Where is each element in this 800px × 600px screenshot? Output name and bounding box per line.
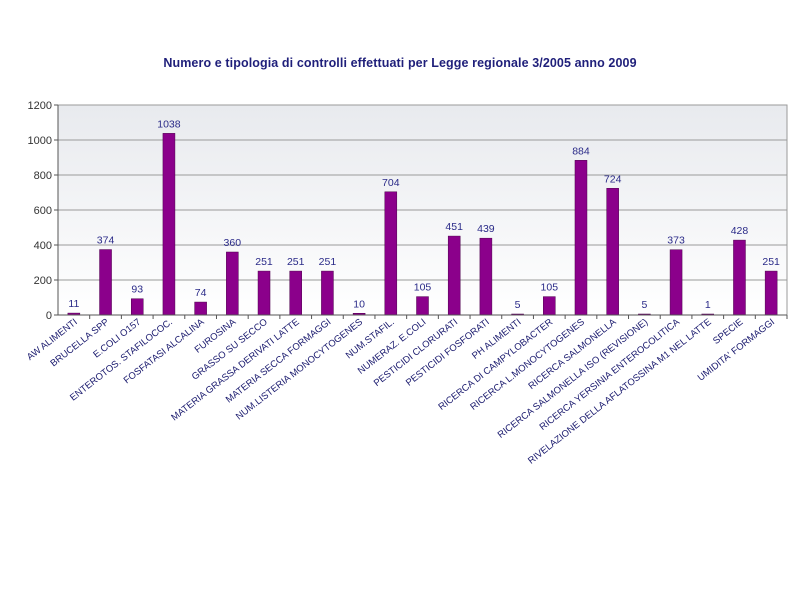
- data-label: 884: [572, 145, 590, 157]
- bar: [416, 296, 429, 316]
- y-tick-label: 600: [34, 205, 52, 217]
- data-label: 251: [319, 256, 337, 268]
- y-tick-label: 200: [34, 275, 52, 287]
- bar: [162, 133, 176, 316]
- grid-layer: [58, 104, 787, 281]
- y-tick-label: 1200: [28, 100, 52, 112]
- bar: [447, 235, 461, 316]
- data-label: 439: [477, 223, 495, 235]
- bar: [764, 270, 778, 316]
- y-tick-label: 1000: [28, 135, 52, 147]
- data-label: 5: [515, 299, 521, 311]
- y-tick-label: 400: [34, 240, 52, 252]
- data-label: 428: [731, 225, 749, 237]
- bar: [257, 270, 271, 316]
- data-label: 251: [255, 256, 273, 268]
- bar: [574, 160, 588, 316]
- data-label: 105: [414, 282, 432, 294]
- data-label: 105: [541, 282, 559, 294]
- bar: [733, 239, 746, 316]
- y-tick-label: 0: [46, 310, 52, 322]
- data-label: 360: [224, 237, 242, 249]
- bar: [543, 296, 556, 316]
- bar: [669, 249, 683, 316]
- bar: [99, 249, 112, 316]
- bar: [130, 298, 144, 316]
- y-tick-label: 800: [34, 170, 52, 182]
- data-label: 251: [287, 256, 305, 268]
- data-label: 374: [97, 235, 115, 247]
- data-label: 5: [641, 299, 647, 311]
- bars-layer: 11 374 93 1038 74 360 251 251 251 10 704 105 451 439 5…: [67, 118, 780, 316]
- bar: [479, 237, 493, 316]
- y-axis: 0 200 400 600 800 1000 1200: [28, 100, 58, 322]
- bar: [321, 270, 334, 316]
- data-label: 93: [131, 284, 143, 296]
- data-label: 11: [68, 298, 79, 310]
- data-label: 724: [604, 173, 622, 185]
- data-label: 10: [353, 298, 365, 310]
- data-label: 251: [762, 256, 780, 268]
- data-label: 451: [445, 221, 463, 233]
- data-label: 1: [705, 299, 711, 311]
- bar: [384, 191, 398, 316]
- bar: [289, 270, 302, 316]
- data-label: 74: [195, 287, 207, 299]
- bar: [226, 251, 239, 316]
- data-label: 373: [667, 235, 685, 247]
- chart-title: Numero e tipologia di controlli effettua…: [163, 56, 637, 70]
- data-label: 1038: [157, 118, 181, 130]
- bar: [194, 301, 207, 316]
- bar: [606, 188, 619, 316]
- data-label: 704: [382, 177, 400, 189]
